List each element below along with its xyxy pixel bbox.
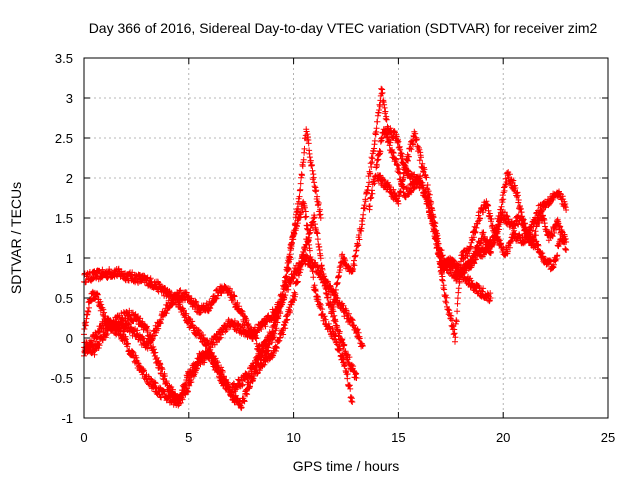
x-tick-label: 5 — [185, 430, 192, 445]
x-tick-label: 15 — [391, 430, 405, 445]
series-track-4 — [81, 198, 356, 409]
x-tick-label: 20 — [496, 430, 510, 445]
chart-title: Day 366 of 2016, Sidereal Day-to-day VTE… — [89, 20, 598, 36]
axis-ticks — [83, 57, 609, 419]
series-markers — [81, 198, 356, 409]
y-axis-label: SDTVAR / TECUs — [8, 182, 24, 294]
y-tick-label: 3 — [66, 91, 73, 106]
x-tick-labels: 0 5 10 15 20 25 — [80, 430, 615, 445]
plot-frame — [83, 57, 609, 419]
series-markers — [437, 255, 494, 305]
y-tick-label: 0 — [66, 331, 73, 346]
y-tick-label: 1 — [66, 251, 73, 266]
y-tick-label: 2.5 — [55, 131, 73, 146]
y-tick-label: -0.5 — [51, 371, 73, 386]
y-tick-label: 0.5 — [55, 291, 73, 306]
y-tick-label: 1.5 — [55, 211, 73, 226]
data-points — [81, 85, 570, 412]
y-tick-label: 3.5 — [55, 51, 73, 66]
series-track-5 — [328, 85, 570, 316]
x-tick-label: 0 — [80, 430, 87, 445]
x-tick-label: 25 — [601, 430, 615, 445]
x-axis-label: GPS time / hours — [293, 458, 400, 474]
y-tick-labels: -1 -0.5 0 0.5 1 1.5 2 2.5 3 3.5 — [51, 51, 73, 426]
x-tick-label: 10 — [286, 430, 300, 445]
y-tick-label: 2 — [66, 171, 73, 186]
y-tick-label: -1 — [61, 411, 73, 426]
series-track-8 — [437, 255, 494, 305]
series-markers — [328, 85, 570, 316]
